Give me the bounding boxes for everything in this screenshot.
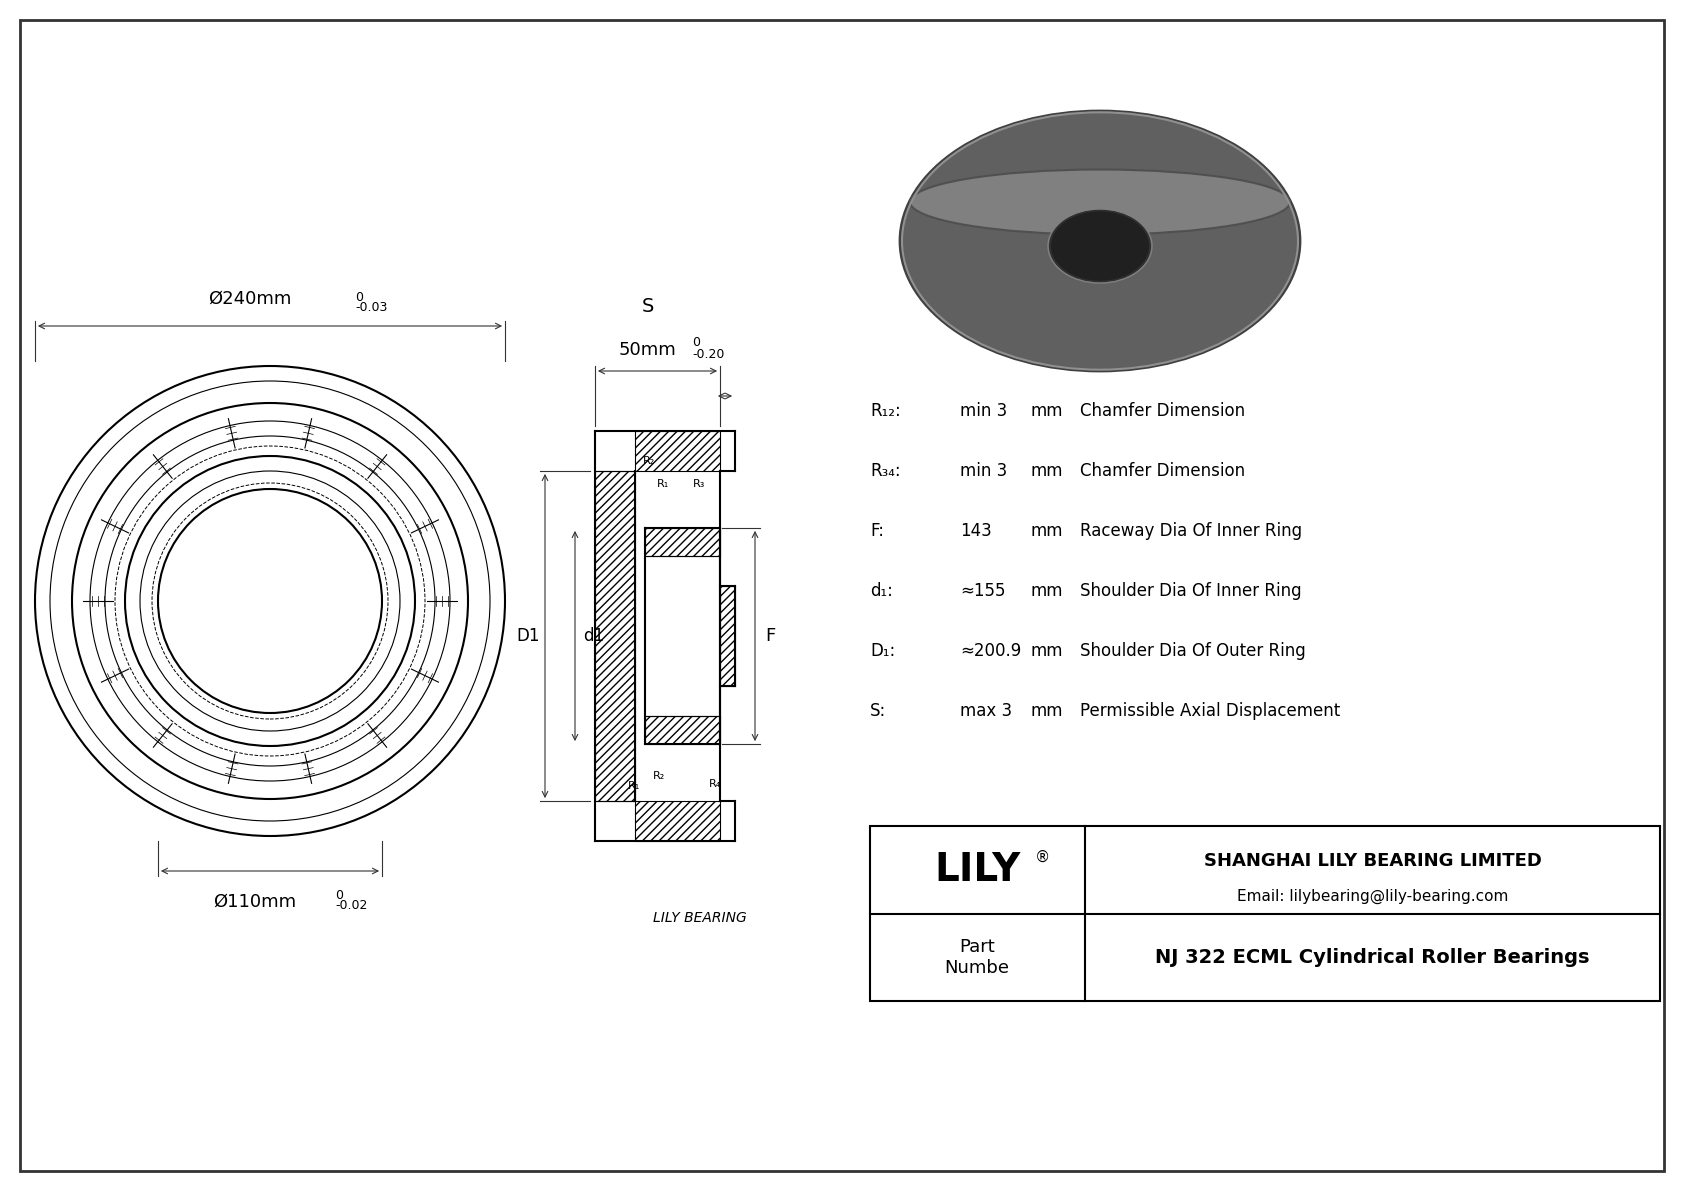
Text: R₂: R₂ xyxy=(643,456,655,466)
Text: mm: mm xyxy=(1031,701,1063,721)
Text: d₁:: d₁: xyxy=(871,582,893,600)
Text: S: S xyxy=(642,297,653,316)
Text: -0.20: -0.20 xyxy=(692,348,724,361)
Text: R₃: R₃ xyxy=(692,479,706,490)
Text: ®: ® xyxy=(1036,850,1051,865)
Text: Permissible Axial Displacement: Permissible Axial Displacement xyxy=(1079,701,1340,721)
Text: Email: lilybearing@lily-bearing.com: Email: lilybearing@lily-bearing.com xyxy=(1236,888,1509,904)
Text: NJ 322 ECML Cylindrical Roller Bearings: NJ 322 ECML Cylindrical Roller Bearings xyxy=(1155,948,1590,967)
Text: d1: d1 xyxy=(583,626,605,646)
Text: Ø110mm: Ø110mm xyxy=(214,893,296,911)
Text: 0: 0 xyxy=(692,336,701,349)
Text: min 3: min 3 xyxy=(960,462,1007,480)
Text: R₁₂:: R₁₂: xyxy=(871,403,901,420)
Text: R₁: R₁ xyxy=(628,781,640,791)
Bar xyxy=(594,470,635,802)
Text: Raceway Dia Of Inner Ring: Raceway Dia Of Inner Ring xyxy=(1079,522,1302,540)
Text: Part
Numbe: Part Numbe xyxy=(945,937,1009,977)
Text: mm: mm xyxy=(1031,582,1063,600)
Text: R₁: R₁ xyxy=(657,479,669,490)
Text: -0.03: -0.03 xyxy=(355,301,387,314)
Text: Ø240mm: Ø240mm xyxy=(209,289,291,308)
Text: -0.02: -0.02 xyxy=(335,899,367,912)
Text: R₂: R₂ xyxy=(653,771,665,781)
Text: mm: mm xyxy=(1031,642,1063,660)
Text: Shoulder Dia Of Inner Ring: Shoulder Dia Of Inner Ring xyxy=(1079,582,1302,600)
Text: R₄: R₄ xyxy=(709,779,721,788)
Bar xyxy=(645,528,721,556)
Text: ≈155: ≈155 xyxy=(960,582,1005,600)
Bar xyxy=(635,431,721,470)
Text: S:: S: xyxy=(871,701,886,721)
Text: SHANGHAI LILY BEARING LIMITED: SHANGHAI LILY BEARING LIMITED xyxy=(1204,852,1541,869)
Text: mm: mm xyxy=(1031,522,1063,540)
Text: min 3: min 3 xyxy=(960,403,1007,420)
Text: D1: D1 xyxy=(517,626,541,646)
Text: 0: 0 xyxy=(335,888,344,902)
Text: D₁:: D₁: xyxy=(871,642,896,660)
Text: 0: 0 xyxy=(355,291,364,304)
Text: mm: mm xyxy=(1031,403,1063,420)
Text: ≈200.9: ≈200.9 xyxy=(960,642,1021,660)
Text: 50mm: 50mm xyxy=(618,341,677,358)
Text: F: F xyxy=(765,626,775,646)
Ellipse shape xyxy=(1051,211,1150,282)
Bar xyxy=(635,802,721,841)
Text: LILY: LILY xyxy=(935,850,1021,888)
Bar xyxy=(721,586,734,686)
Text: Shoulder Dia Of Outer Ring: Shoulder Dia Of Outer Ring xyxy=(1079,642,1305,660)
Text: F:: F: xyxy=(871,522,884,540)
Text: mm: mm xyxy=(1031,462,1063,480)
Text: R₃₄:: R₃₄: xyxy=(871,462,901,480)
Bar xyxy=(645,716,721,744)
Text: max 3: max 3 xyxy=(960,701,1012,721)
Text: LILY BEARING: LILY BEARING xyxy=(653,911,748,925)
Bar xyxy=(871,827,1660,1000)
Text: 143: 143 xyxy=(960,522,992,540)
Text: Chamfer Dimension: Chamfer Dimension xyxy=(1079,403,1244,420)
Text: Chamfer Dimension: Chamfer Dimension xyxy=(1079,462,1244,480)
Ellipse shape xyxy=(909,169,1290,235)
Ellipse shape xyxy=(899,111,1300,372)
